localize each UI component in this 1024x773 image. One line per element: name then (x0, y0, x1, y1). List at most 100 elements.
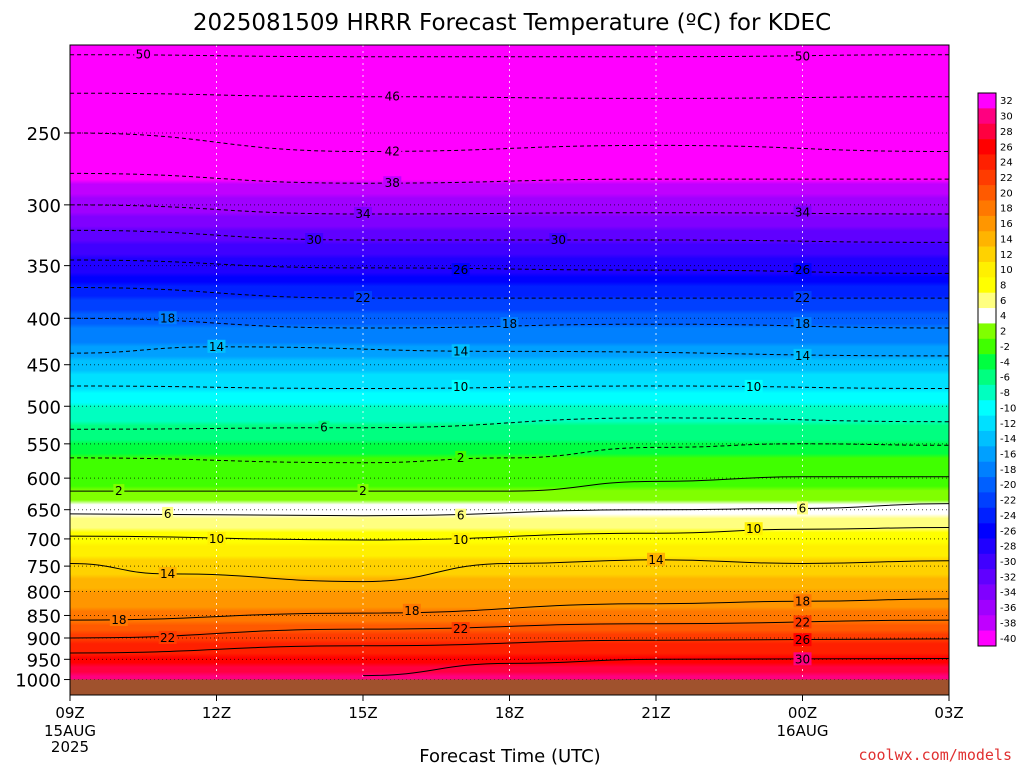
colorbar-label: 6 (1000, 296, 1006, 307)
y-tick-label: 800 (27, 583, 61, 604)
y-tick-label: 600 (27, 469, 61, 490)
colorbar-label: 4 (1000, 311, 1006, 322)
contour-label-background (647, 552, 665, 566)
colorbar-label: -32 (1000, 572, 1016, 583)
contour-label: 14 (160, 567, 175, 581)
contour-label: 18 (795, 594, 810, 608)
y-tick-label: 750 (27, 557, 61, 578)
contour-line (70, 443, 949, 464)
colorbar-label: -24 (1000, 511, 1016, 522)
colorbar-label: -10 (1000, 403, 1016, 414)
contour-label: 6 (320, 421, 328, 435)
colorbar-label: 22 (1000, 173, 1013, 184)
x-tick-label: 21Z (641, 704, 670, 722)
contour-label-background (793, 205, 812, 219)
x-tick-sublabel: 2025 (51, 738, 89, 756)
x-tick-label: 03Z (934, 704, 963, 722)
contour-label: 22 (795, 291, 810, 305)
contour-label-background (402, 603, 421, 617)
contour-label: 26 (795, 633, 810, 647)
colorbar-segment (978, 93, 996, 109)
y-tick-label: 1000 (15, 671, 61, 692)
colorbar-label: -36 (1000, 603, 1016, 614)
contour-label-background (113, 484, 125, 498)
colorbar-label: 8 (1000, 281, 1006, 292)
contour-label-background (354, 291, 372, 305)
x-tick-label: 18Z (495, 704, 524, 722)
contour-line (70, 503, 949, 517)
contour-line (362, 658, 949, 677)
colorbar-label: 30 (1000, 112, 1013, 123)
contour-label: 26 (453, 263, 468, 277)
contour-label: 22 (160, 631, 175, 645)
contour-label-background (383, 89, 402, 103)
contour-label: 6 (799, 501, 807, 515)
contour-label-background (793, 594, 812, 608)
y-tick-label: 650 (27, 501, 61, 522)
contour-label-background (793, 348, 812, 362)
colorbar-segment (978, 369, 996, 386)
contour-label: 14 (453, 344, 468, 358)
contour-label: 14 (795, 349, 810, 363)
contour-line (70, 559, 949, 583)
colorbar-segment (978, 538, 996, 555)
colorbar-label: 14 (1000, 234, 1013, 245)
colorbar-segment (978, 246, 996, 263)
contour-label-background (109, 613, 128, 627)
colorbar-segment (978, 123, 996, 140)
contour-label-background (158, 630, 177, 644)
contour-label-background (158, 566, 177, 580)
colorbar-label: 16 (1000, 219, 1013, 230)
contour-label-background (793, 263, 812, 277)
colorbar-segment (978, 446, 996, 462)
colorbar-segment (978, 292, 996, 309)
colorbar-segment (978, 569, 996, 585)
contour-label: 2 (115, 484, 123, 498)
colorbar-segment (978, 430, 996, 447)
contour-line (70, 598, 949, 621)
contour-label: 6 (457, 509, 465, 523)
contour-label-background (305, 233, 324, 247)
x-tick-label: 12Z (202, 704, 231, 722)
colorbar-label: -18 (1000, 465, 1016, 476)
colorbar-label: -2 (1000, 342, 1010, 353)
contour-label: 6 (164, 507, 172, 521)
contour-label-background (451, 344, 470, 358)
colorbar-segment (978, 338, 996, 355)
contour-label-background (451, 622, 470, 636)
colorbar-segment (978, 584, 996, 601)
contour-label-background (383, 144, 402, 158)
colorbar-label: -38 (1000, 618, 1016, 629)
colorbar-label: -28 (1000, 542, 1016, 553)
colorbar-segment (978, 108, 996, 125)
colorbar-segment (978, 308, 996, 324)
colorbar-segment (978, 615, 996, 631)
contour-label: 2 (457, 451, 465, 465)
y-tick-label: 900 (27, 629, 61, 650)
contour-label-background (793, 615, 812, 629)
colorbar-segment (978, 231, 996, 247)
contour-label: 26 (795, 263, 810, 277)
colorbar-label: 18 (1000, 204, 1013, 215)
colorbar-segment (978, 630, 996, 647)
contour-label-background (793, 317, 812, 331)
x-tick-label: 09Z (55, 704, 84, 722)
colorbar-label: 24 (1000, 158, 1013, 169)
colorbar-segment (978, 400, 996, 416)
colorbar-label: -40 (1000, 634, 1016, 645)
colorbar-label: -16 (1000, 449, 1016, 460)
colorbar-label: -4 (1000, 357, 1010, 368)
contour-label: 38 (385, 176, 400, 190)
contour-label: 18 (502, 317, 517, 331)
contour-label: 22 (355, 291, 370, 305)
contour-label: 10 (453, 533, 468, 547)
colorbar-label: -8 (1000, 388, 1010, 399)
contour-label: 30 (795, 652, 810, 666)
contour-label-background (158, 311, 177, 325)
contour-label-background (797, 501, 808, 515)
contour-label-background (354, 206, 372, 220)
contour-label-background (793, 652, 812, 666)
contour-label: 10 (209, 532, 224, 546)
contour-label-background (134, 47, 153, 61)
